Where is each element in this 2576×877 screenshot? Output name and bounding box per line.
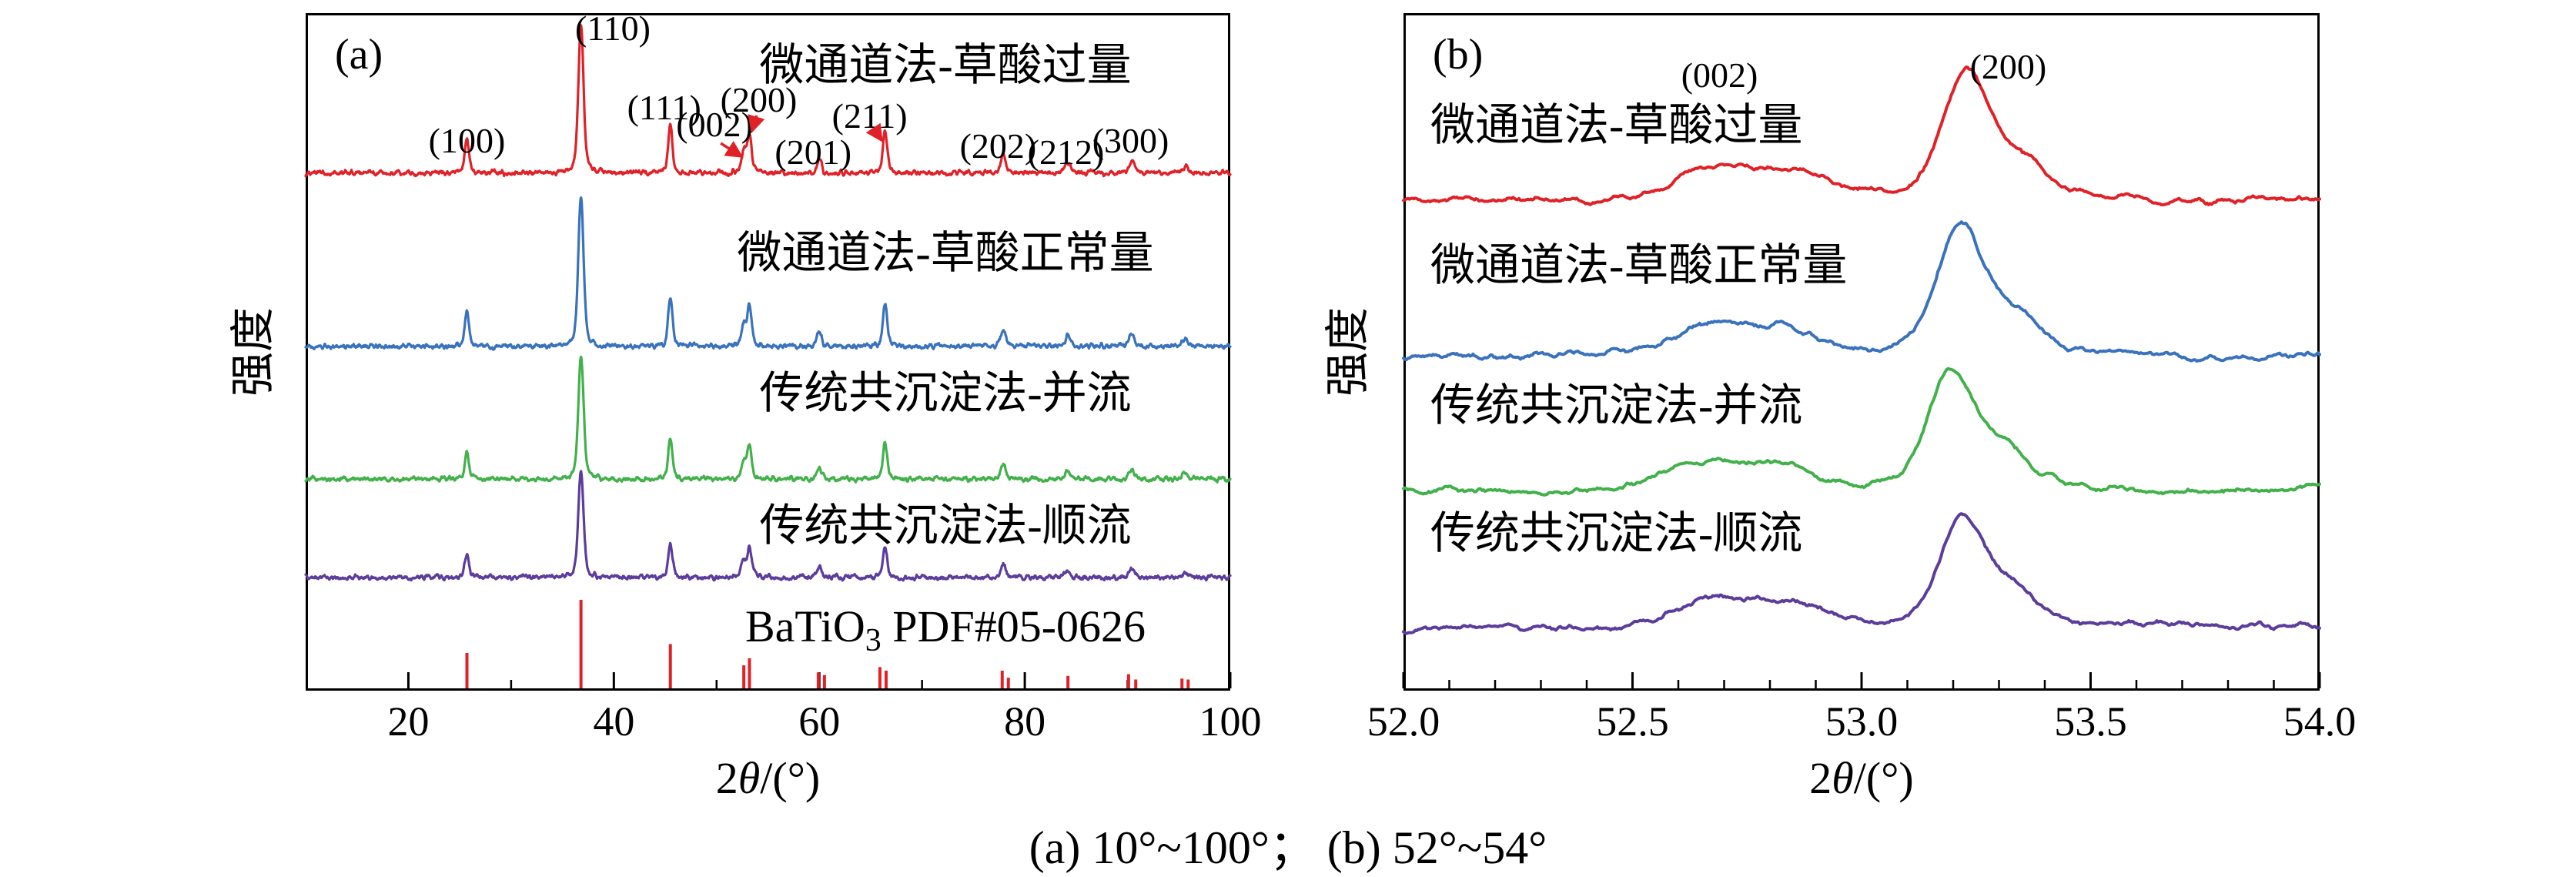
xrd-curve-a-3 <box>304 470 1232 582</box>
x-axis-title: 2θ/(°) <box>716 753 820 803</box>
peak-hkl-label: (202) <box>960 126 1037 166</box>
annotation-arrow <box>720 141 744 158</box>
series-label-a: 传统共沉淀法-顺流 <box>759 500 1131 551</box>
peak-hkl-label: (111) <box>627 88 701 127</box>
x-tick-label: 52.0 <box>1367 698 1440 745</box>
x-tick-label: 40 <box>593 698 634 745</box>
x-tick-label: 20 <box>387 698 429 745</box>
peak-hkl-label: (200) <box>1970 47 2047 86</box>
series-label-a: 微通道法-草酸过量 <box>759 40 1131 90</box>
peak-hkl-label: (211) <box>832 96 908 136</box>
peak-hkl-label: (201) <box>774 132 851 172</box>
panel-letter: (a) <box>335 31 383 79</box>
figure-caption: (a) 10°~100°； (b) 52°~54° <box>1029 822 1547 873</box>
x-tick-label: 100 <box>1199 698 1262 745</box>
series-label-b: 微通道法-草酸正常量 <box>1430 240 1847 290</box>
annotation-arrow <box>748 114 765 134</box>
peak-hkl-label: (110) <box>575 8 651 48</box>
series-label-b: 传统共沉淀法-并流 <box>1430 380 1802 430</box>
y-axis-title: 强度 <box>228 307 278 397</box>
x-tick-label: 54.0 <box>2283 698 2357 745</box>
peak-hkl-label: (002) <box>1681 55 1758 95</box>
x-axis-title: 2θ/(°) <box>1809 753 1913 803</box>
xrd-curve-b-3 <box>1402 512 2321 635</box>
series-label-b: 微通道法-草酸过量 <box>1430 100 1802 150</box>
series-label-a: 传统共沉淀法-并流 <box>759 368 1131 418</box>
panel-letter: (b) <box>1433 31 1483 79</box>
peak-hkl-label: (100) <box>429 121 506 160</box>
peak-hkl-label: (200) <box>721 80 798 119</box>
annotation-arrow <box>865 122 883 142</box>
x-tick-label: 53.0 <box>1825 698 1899 745</box>
x-tick-label: 80 <box>1004 698 1045 745</box>
xrd-curve-b-0 <box>1402 65 2321 206</box>
x-tick-label: 60 <box>798 698 840 745</box>
y-axis-title: 强度 <box>1323 307 1373 397</box>
reference-label: BaTiO3 PDF#05-0626 <box>745 601 1146 658</box>
xrd-curve-a-2 <box>304 355 1232 484</box>
series-label-b: 传统共沉淀法-顺流 <box>1430 508 1802 558</box>
xrd-curve-a-1 <box>304 196 1232 351</box>
panel-a-frame <box>306 13 1230 691</box>
x-tick-label: 53.5 <box>2054 698 2127 745</box>
peak-hkl-label: (212) <box>1028 132 1105 172</box>
series-label-a: 微通道法-草酸正常量 <box>737 228 1153 278</box>
x-tick-label: 52.5 <box>1596 698 1669 745</box>
peak-hkl-label: (002) <box>676 105 753 144</box>
peak-hkl-label: (300) <box>1092 121 1169 160</box>
xrd-curve-a-0 <box>304 24 1232 178</box>
xrd-curve-b-2 <box>1402 367 2321 497</box>
xrd-curve-b-1 <box>1402 220 2321 363</box>
